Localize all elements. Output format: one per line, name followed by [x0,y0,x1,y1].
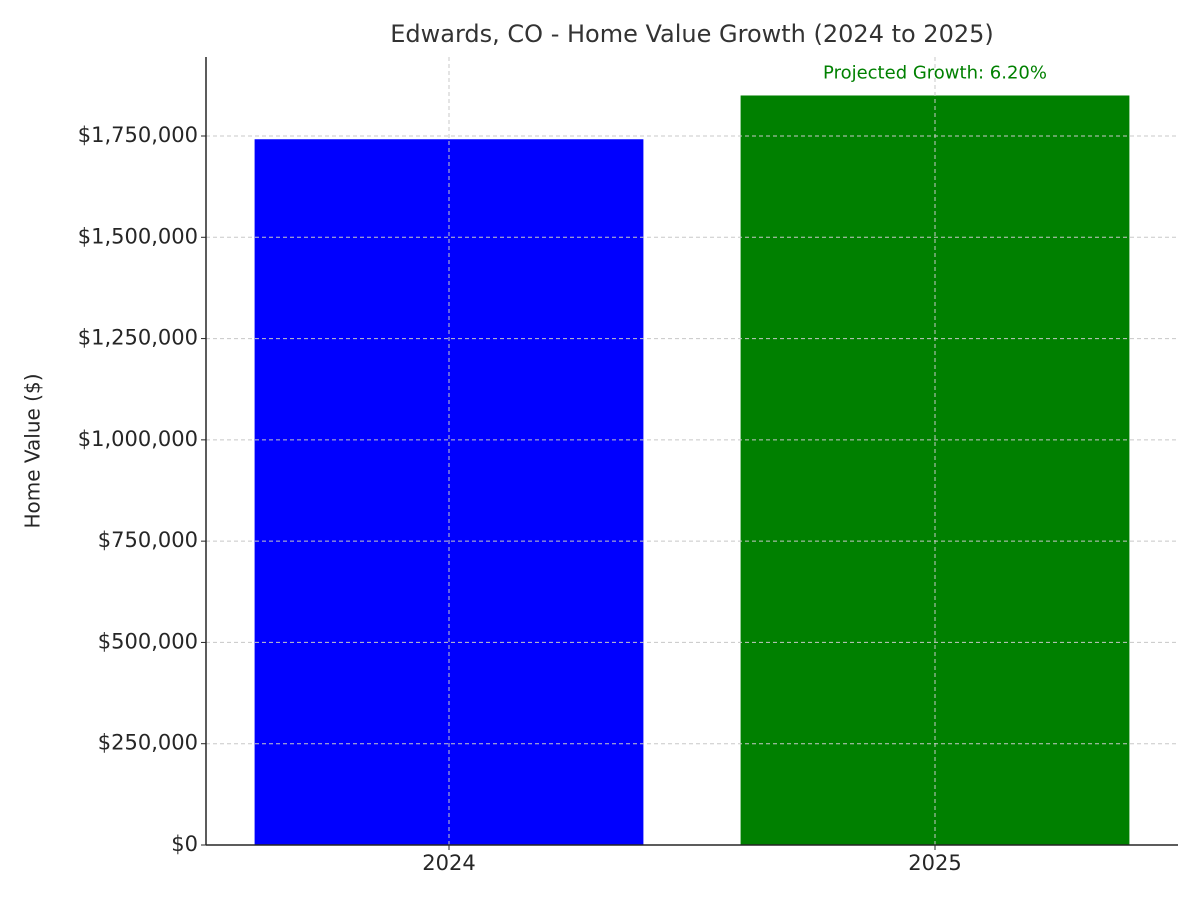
y-tick-label: $500,000 [98,629,198,653]
y-tick-label: $750,000 [98,528,198,552]
chart-title: Edwards, CO - Home Value Growth (2024 to… [390,20,994,48]
y-tick-label: $1,250,000 [78,326,198,350]
y-tick-label: $1,500,000 [78,224,198,248]
x-tick-label: 2024 [422,851,475,875]
y-tick-label: $250,000 [98,731,198,755]
annotation: Projected Growth: 6.20% [823,62,1047,83]
x-tick-label: 2025 [908,851,961,875]
y-tick-label: $0 [171,832,198,856]
y-axis-label: Home Value ($) [21,373,45,528]
y-tick-label: $1,000,000 [78,427,198,451]
y-tick-label: $1,750,000 [78,123,198,147]
